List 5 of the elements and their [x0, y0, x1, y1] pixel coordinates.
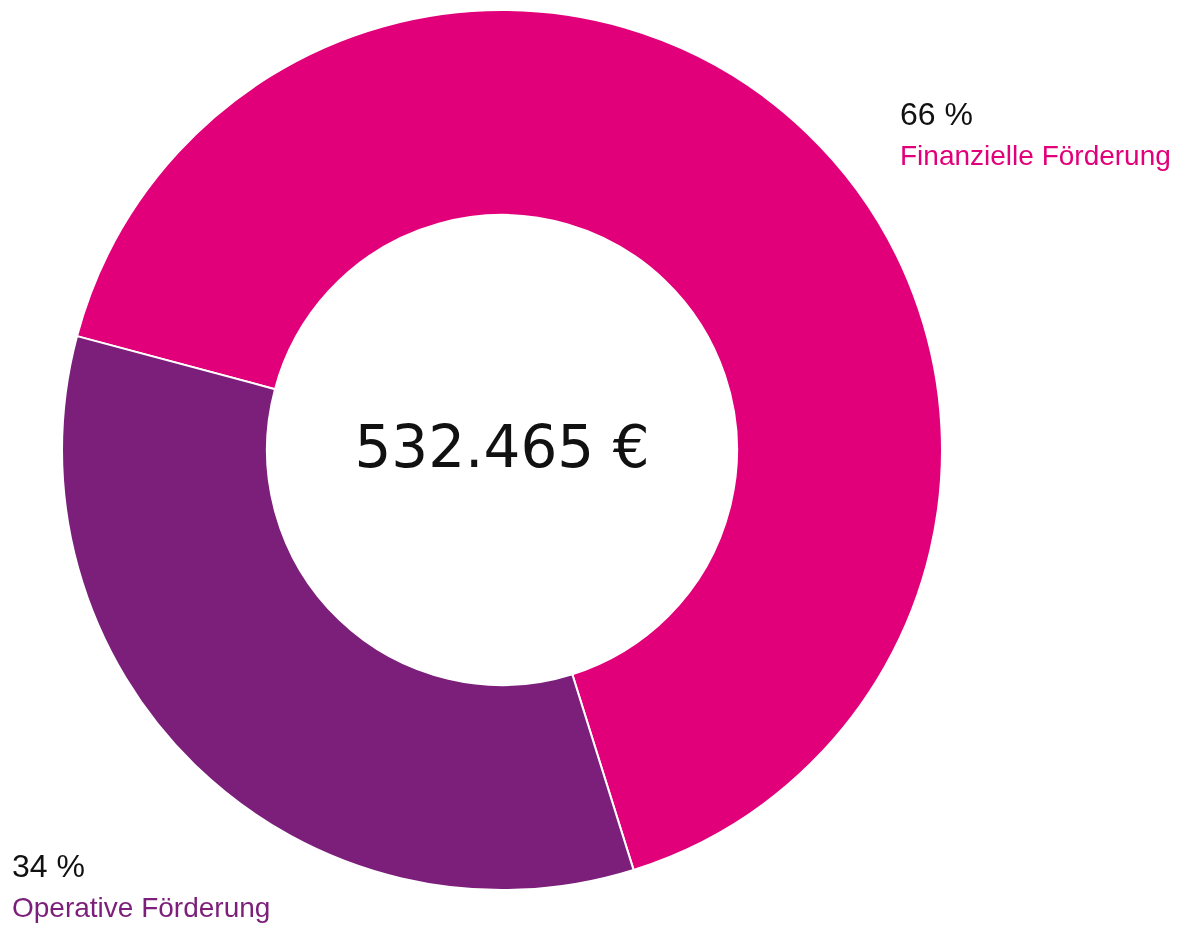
slice-label: Finanzielle Förderung — [900, 140, 1171, 171]
data-label: 66 % — [900, 96, 973, 132]
data-label: 34 % — [12, 848, 85, 884]
text: 532.465 € — [354, 413, 650, 481]
slice-label: Operative Förderung — [12, 892, 271, 923]
